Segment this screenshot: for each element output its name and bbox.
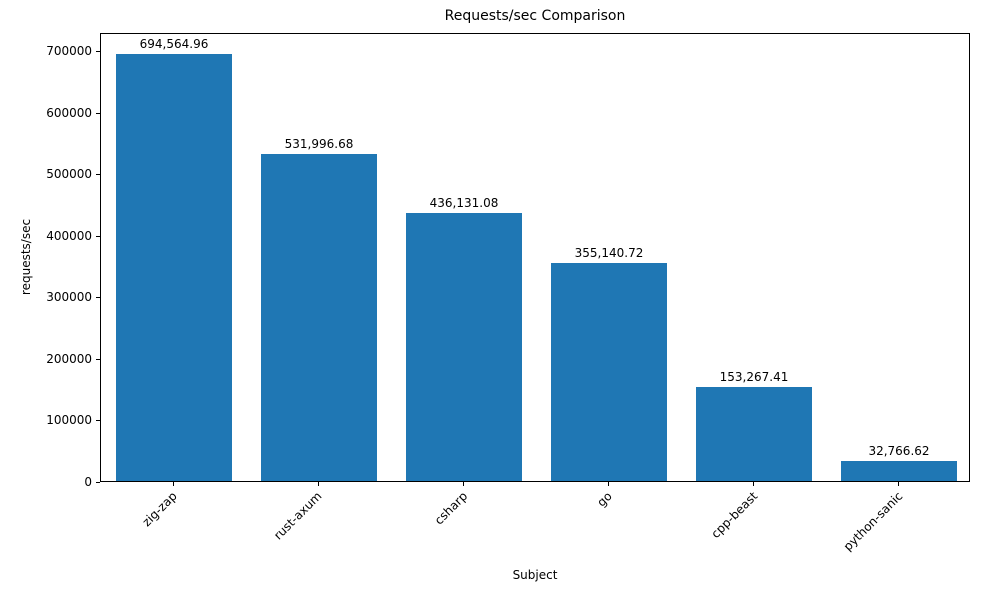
bar xyxy=(841,461,957,481)
chart-title: Requests/sec Comparison xyxy=(444,8,626,24)
x-tick-mark xyxy=(318,482,319,486)
x-tick-mark xyxy=(173,482,174,486)
bar-value-label: 32,766.62 xyxy=(868,444,930,458)
x-tick-mark xyxy=(608,482,609,486)
bar xyxy=(116,54,232,481)
x-tick-label: csharp xyxy=(431,489,470,528)
y-tick-mark xyxy=(96,297,100,298)
y-tick-label: 100000 xyxy=(46,413,92,427)
bar-value-label: 694,564.96 xyxy=(139,37,209,51)
y-tick-label: 400000 xyxy=(46,229,92,243)
bar-value-label: 153,267.41 xyxy=(719,370,789,384)
bar-value-label: 531,996.68 xyxy=(284,137,354,151)
bar-value-label: 436,131.08 xyxy=(429,196,499,210)
bar xyxy=(696,387,812,481)
x-tick-label: python-sanic xyxy=(840,489,905,554)
x-tick-label: go xyxy=(594,489,615,510)
x-tick-mark xyxy=(463,482,464,486)
y-tick-mark xyxy=(96,359,100,360)
y-tick-mark xyxy=(96,174,100,175)
x-tick-mark xyxy=(753,482,754,486)
y-tick-mark xyxy=(96,51,100,52)
bar xyxy=(406,213,522,481)
x-tick-label: zig-zap xyxy=(139,489,180,530)
x-tick-label: cpp-beast xyxy=(707,489,760,541)
bar xyxy=(551,263,667,481)
x-tick-label: rust-axum xyxy=(271,489,325,543)
y-tick-label: 600000 xyxy=(46,106,92,120)
y-tick-label: 0 xyxy=(84,475,92,489)
y-tick-mark xyxy=(96,482,100,483)
y-tick-label: 500000 xyxy=(46,167,92,181)
x-tick-mark xyxy=(898,482,899,486)
plot-area: 694,564.96 531,996.68 436,131.08 355,140.72… xyxy=(100,33,970,482)
y-tick-label: 200000 xyxy=(46,352,92,366)
x-axis-label: Subject xyxy=(512,568,558,582)
y-tick-label: 700000 xyxy=(46,44,92,58)
y-tick-mark xyxy=(96,420,100,421)
bar-value-label: 355,140.72 xyxy=(574,246,644,260)
y-tick-mark xyxy=(96,236,100,237)
y-tick-mark xyxy=(96,113,100,114)
y-tick-label: 300000 xyxy=(46,290,92,304)
bar xyxy=(261,154,377,481)
